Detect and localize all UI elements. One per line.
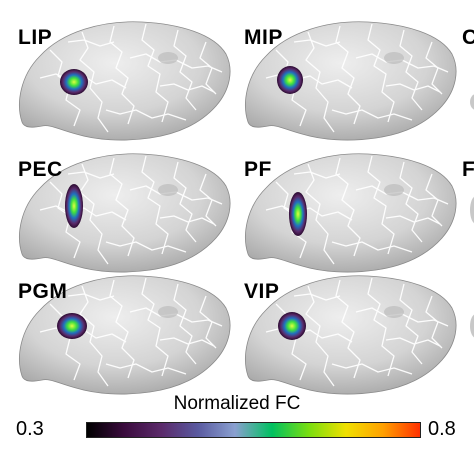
brain-surface [244,153,457,273]
region-label: C [462,26,474,49]
cropped-panel-3 [462,262,474,392]
brain-surface [18,153,231,273]
fc-hotspot [278,312,306,340]
cropped-brain-sliver [470,196,474,224]
fc-hotspot [60,69,88,95]
region-label: PGM [18,280,68,303]
brain-panel-pf: PF [236,140,464,273]
colorbar-title: Normalized FC [173,393,301,414]
region-label: LIP [18,26,53,49]
cropped-panel-1: C [462,8,474,138]
cropped-panel-2: F [462,140,474,270]
fc-hotspot [57,313,87,339]
region-label: MIP [244,26,283,49]
brain-panel-pec: PEC [10,140,238,273]
brain-surface [18,275,231,395]
colorbar [86,422,421,438]
fc-hotspot [289,192,307,236]
brain-surface [244,275,457,395]
brain-surface [244,21,457,141]
colorbar-max-label: 0.8 [428,418,456,440]
region-label: VIP [244,280,280,303]
brain-panel-pgm: PGM [10,262,238,395]
region-label: PF [244,158,272,181]
colorbar-min-label: 0.3 [16,418,44,440]
brain-surface [18,21,231,141]
region-label: PEC [18,158,63,181]
fc-hotspot [277,66,303,94]
fc-hotspot [65,184,83,228]
region-label: F [462,158,474,181]
cropped-brain-sliver [470,314,474,338]
brain-panel-mip: MIP [236,8,464,141]
brain-panel-lip: LIP [10,8,238,141]
brain-panel-vip: VIP [236,262,464,395]
cropped-brain-sliver [470,94,474,110]
